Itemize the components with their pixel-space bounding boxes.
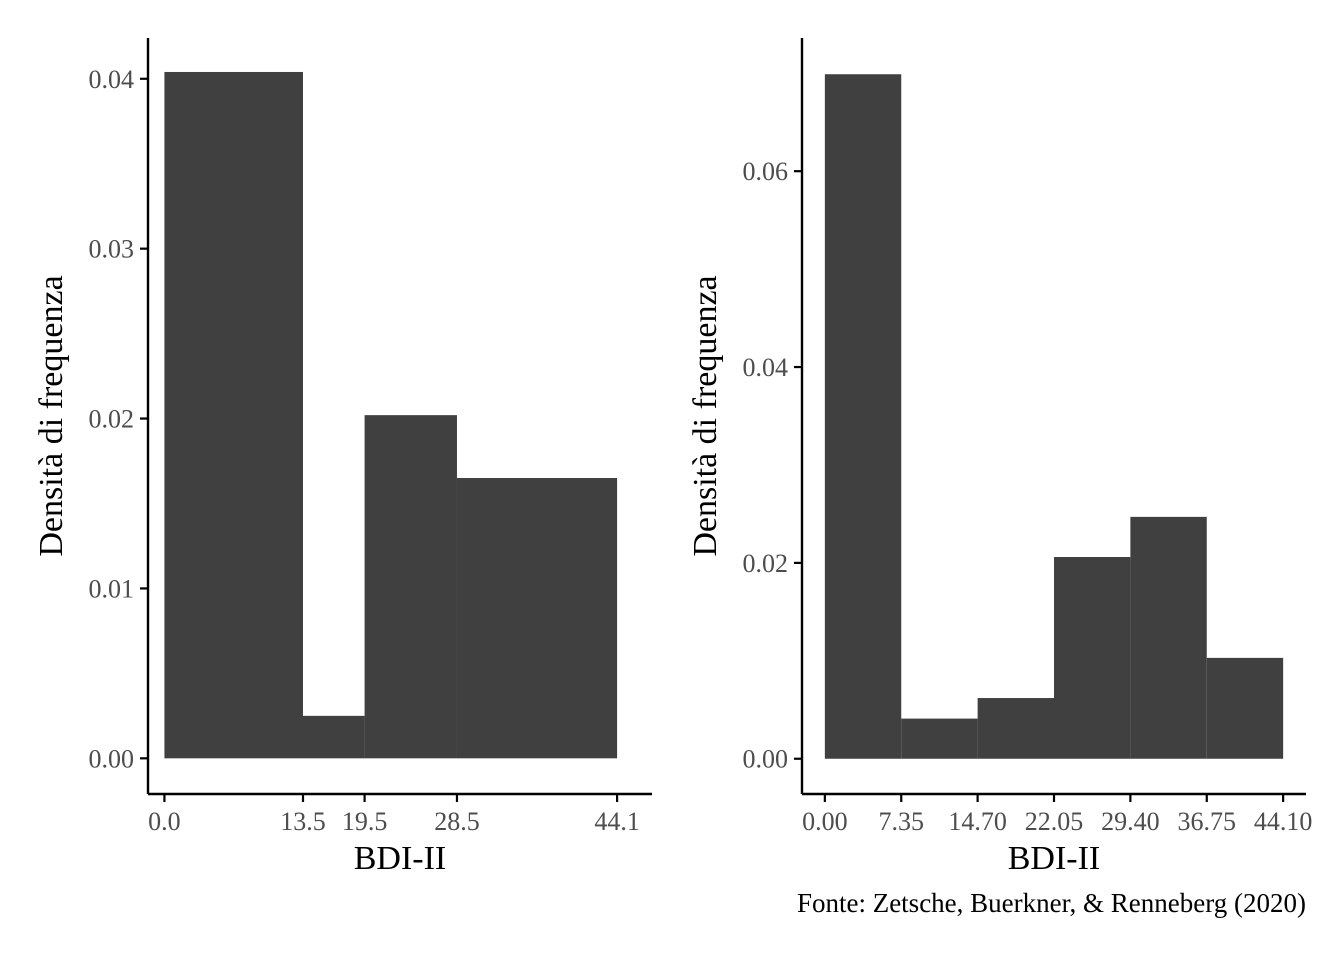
histogram-bar: [164, 71, 303, 759]
y-tick-label: 0.00: [89, 744, 135, 773]
source-caption: Fonte: Zetsche, Buerkner, & Renneberg (2…: [796, 888, 1306, 918]
histogram-bar: [1206, 657, 1284, 759]
histogram-panel-right: 0.00 0.02 0.04 0.06 0.00 7.35 14.70 22.05 29.40 3…: [687, 38, 1312, 877]
histogram-bar: [364, 415, 457, 759]
y-axis-title: Densità di frequenza: [33, 275, 70, 556]
x-tick-label: 36.75: [1178, 807, 1237, 836]
histogram-bar: [1130, 516, 1207, 759]
y-tick-label: 0.02: [743, 549, 789, 578]
histogram-bar: [901, 718, 978, 759]
histogram-bar: [456, 478, 618, 759]
histogram-bar: [302, 715, 365, 759]
x-tick-label: 14.70: [948, 807, 1007, 836]
histogram-panel-left: 0.00 0.01 0.02 0.03 0.04 0.0 13.5 19.5 28.5 44.1 B…: [33, 38, 652, 877]
y-tick-label: 0.02: [89, 405, 135, 434]
x-tick-label: 28.5: [434, 807, 480, 836]
y-tick-label: 0.03: [89, 235, 135, 264]
y-tick-label: 0.06: [743, 157, 789, 186]
x-tick-label: 0.0: [148, 807, 181, 836]
x-tick-label: 0.00: [802, 807, 848, 836]
y-tick-label: 0.00: [743, 745, 789, 774]
x-axis-title: BDI-II: [354, 840, 447, 877]
y-tick-label: 0.04: [89, 65, 135, 94]
histogram-bar: [824, 74, 902, 759]
x-tick-label: 13.5: [280, 807, 326, 836]
x-tick-label: 44.1: [594, 807, 640, 836]
x-axis-title: BDI-II: [1008, 840, 1101, 877]
x-tick-label: 19.5: [342, 807, 388, 836]
x-tick-label: 22.05: [1025, 807, 1084, 836]
x-tick-label: 29.40: [1101, 807, 1160, 836]
histogram-bar: [977, 698, 1054, 759]
histogram-bar: [1054, 557, 1131, 759]
y-tick-label: 0.01: [89, 574, 135, 603]
y-axis-title: Densità di frequenza: [687, 275, 724, 556]
x-tick-label: 44.10: [1254, 807, 1313, 836]
x-tick-label: 7.35: [878, 807, 924, 836]
y-tick-label: 0.04: [743, 353, 789, 382]
